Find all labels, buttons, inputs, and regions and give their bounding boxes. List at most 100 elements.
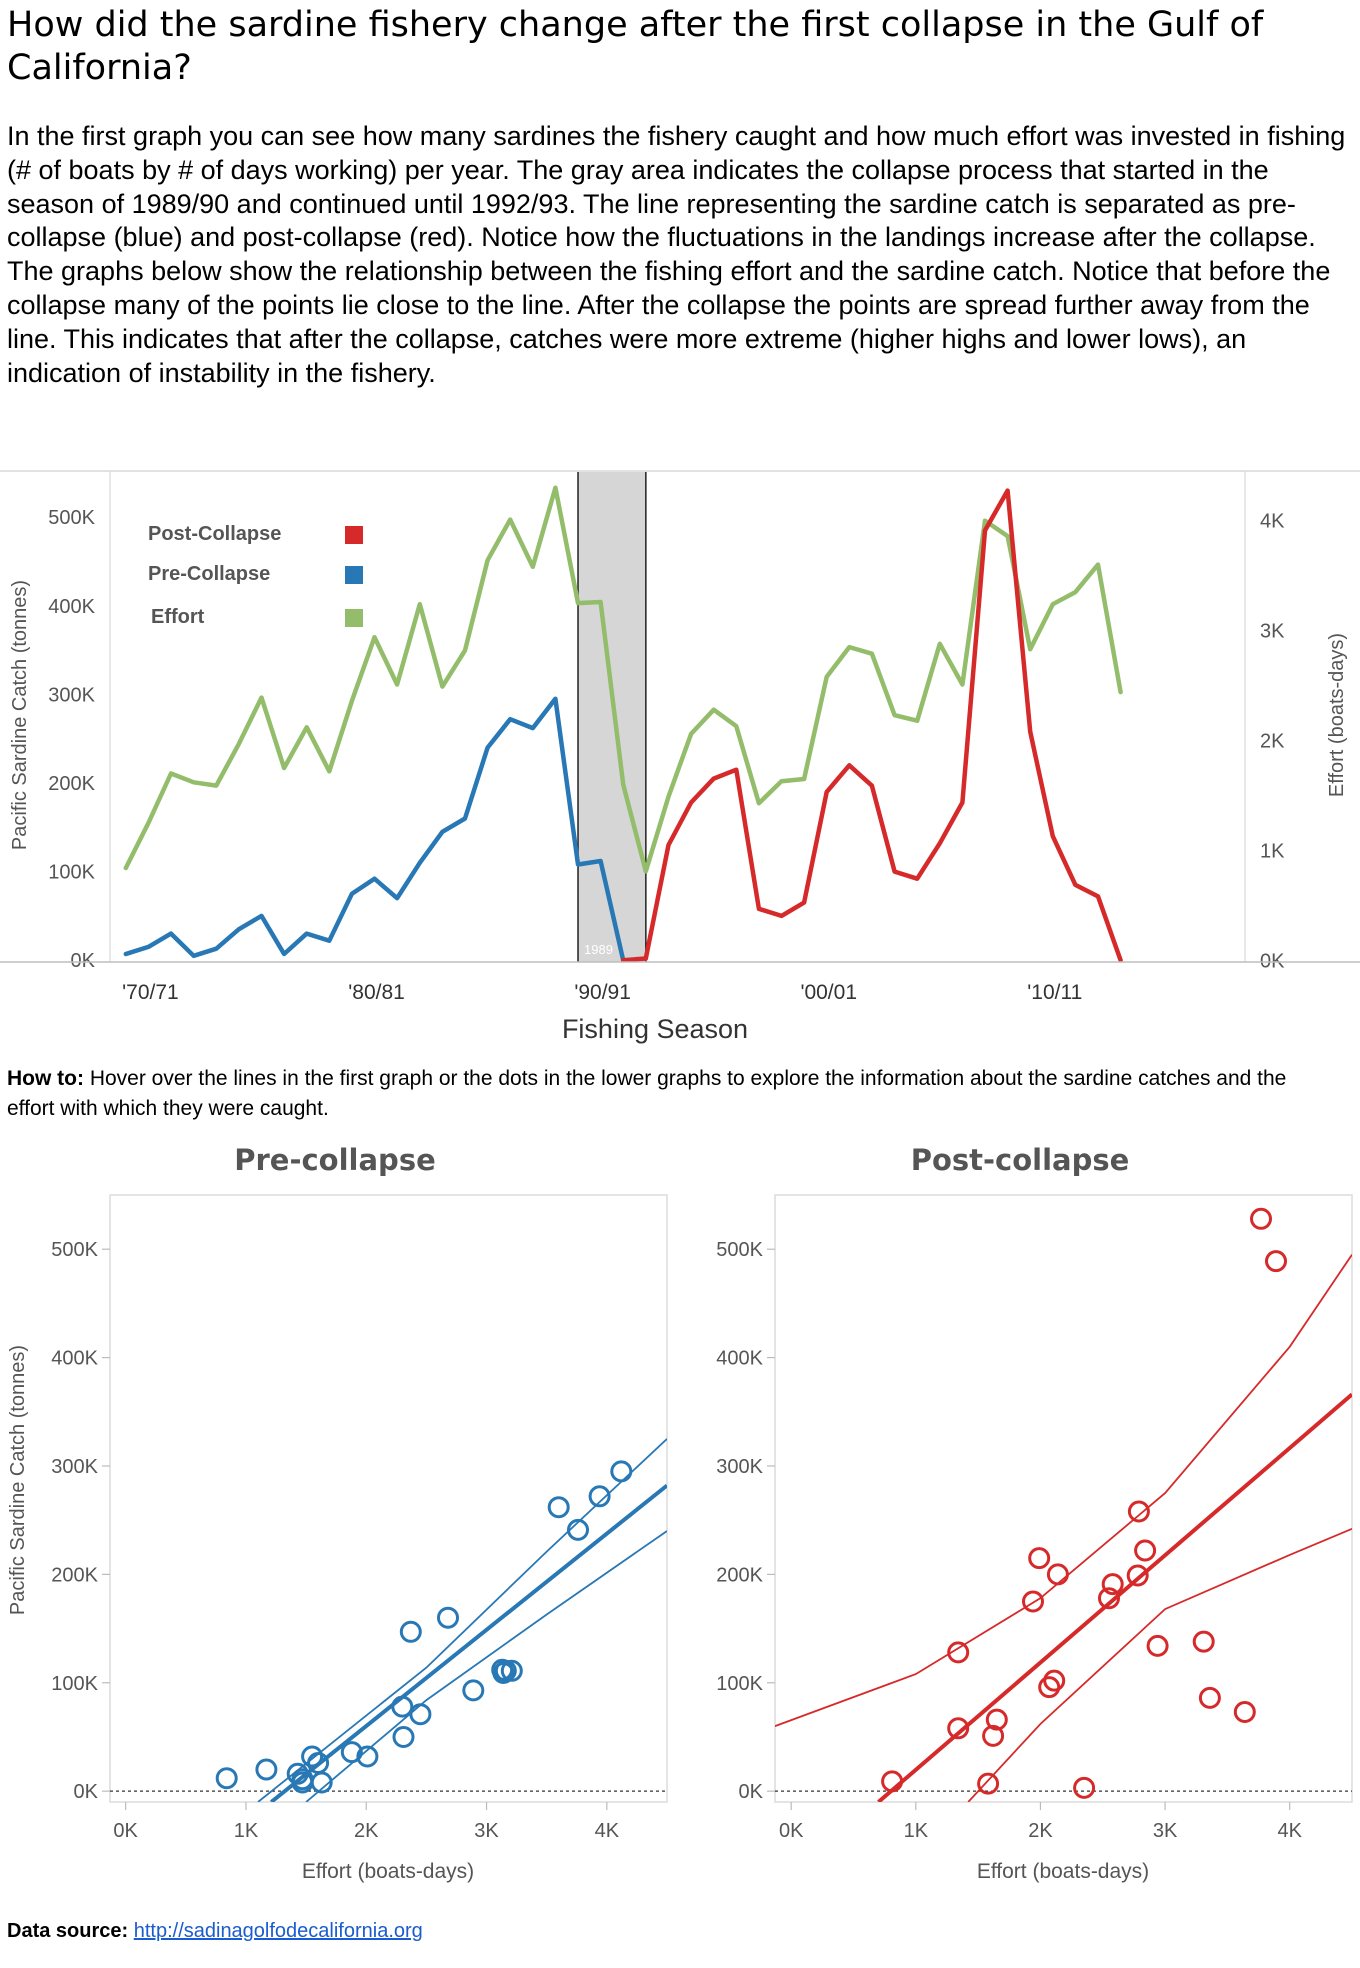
scatter-point [399, 1620, 422, 1643]
catch-axis-ticks: 0K 100K 200K 300K 400K 500K [48, 507, 95, 972]
legend-label-effort: Effort [151, 606, 205, 628]
scatter-point [1127, 1500, 1150, 1523]
post-collapse-catch-line [620, 488, 1123, 963]
scatter-point [437, 1606, 459, 1629]
y-tick-label: 100K [48, 862, 95, 884]
pre-trend-lines [257, 1438, 667, 1802]
scatter-point [391, 1695, 414, 1718]
pre-collapse-scatter[interactable]: Pre-collapse 0K 100K 200K 300K 400K 500K 0K 1K 2… [0, 1140, 680, 1900]
y2-tick-label: 1K [1260, 840, 1285, 862]
scatter-point [310, 1771, 333, 1794]
series-lines [123, 485, 1123, 963]
scatter-point [588, 1485, 611, 1508]
scatter-point [1043, 1669, 1066, 1692]
x-tick-label: '90/91 [574, 981, 631, 1004]
post-axis-ticks: 0K 100K 200K 300K 400K 500K 0K 1K 2K 3K 4K [716, 1239, 1302, 1842]
scatter-point [1233, 1701, 1256, 1723]
legend-swatch-pre-collapse [345, 566, 363, 584]
x-tick-label: 0K [113, 1820, 138, 1842]
post-plot-frame [774, 1194, 1353, 1803]
chart-legend: Post-Collapse Pre-Collapse Effort [148, 523, 363, 628]
x-tick-label: 1K [234, 1820, 259, 1842]
confidence-band-upper [257, 1438, 667, 1802]
how-to-label: How to: [7, 1067, 84, 1090]
x-tick-label: 2K [1028, 1820, 1053, 1842]
x-tick-label: '70/71 [122, 981, 179, 1004]
y-tick-label: 200K [48, 773, 95, 795]
scatter-point [1198, 1686, 1221, 1709]
trend-line [269, 1483, 667, 1802]
scatter-point [409, 1703, 432, 1726]
x-tick-label: 3K [1153, 1820, 1178, 1842]
scatter-point [340, 1741, 363, 1764]
intro-paragraph: In the first graph you can see how many … [7, 121, 1346, 388]
scatter-point [1192, 1630, 1215, 1653]
y2-tick-label: 4K [1260, 511, 1285, 533]
pre-axis-ticks: 0K 100K 200K 300K 400K 500K 0K 1K 2K 3K 4K [51, 1239, 619, 1842]
trend-line-group [257, 1438, 667, 1802]
y-tick-label: 400K [48, 596, 95, 618]
scatter-point [1134, 1539, 1157, 1562]
scatter-point [500, 1659, 523, 1682]
y-tick-label: 500K [716, 1239, 763, 1261]
collapse-period-band: 1989 [577, 472, 647, 962]
how-to-text: Hover over the lines in the first graph … [7, 1067, 1287, 1120]
y-tick-label: 200K [716, 1564, 763, 1586]
confidence-band-lower [305, 1530, 667, 1802]
legend-swatch-post-collapse [345, 526, 363, 544]
x-tick-label: 3K [474, 1820, 499, 1842]
how-to-note: How to: Hover over the lines in the firs… [7, 1064, 1327, 1124]
scatter-point [1126, 1564, 1149, 1587]
x-tick-label: '10/11 [1027, 981, 1082, 1004]
collapse-band-fill [578, 472, 646, 962]
y-tick-label: 400K [716, 1348, 763, 1370]
scatter-point [301, 1745, 324, 1768]
y2-tick-label: 2K [1260, 731, 1285, 753]
y2-tick-label: 3K [1260, 621, 1285, 643]
x-axis-label: Fishing Season [562, 1014, 748, 1044]
scatter-point [1022, 1590, 1044, 1613]
post-trend-lines [775, 1254, 1352, 1802]
y-tick-label: 100K [716, 1673, 763, 1695]
y-tick-label: 300K [716, 1456, 763, 1478]
post-collapse-scatter[interactable]: Post-collapse 0K 100K 200K 300K 400K 500K 0K 1K… [680, 1140, 1360, 1900]
post-collapse-title: Post-collapse [911, 1143, 1130, 1177]
y-axis-label: Pacific Sardine Catch (tonnes) [9, 580, 31, 850]
y-tick-label: 300K [51, 1456, 98, 1478]
x-tick-label: 4K [1277, 1820, 1302, 1842]
y-tick-label: 300K [48, 684, 95, 706]
scatter-point [982, 1724, 1005, 1747]
data-source-label: Data source: [7, 1920, 129, 1942]
y-tick-label: 400K [51, 1348, 98, 1370]
scatter-point [255, 1758, 278, 1781]
x-tick-label: '80/81 [348, 981, 405, 1004]
scatter-point [494, 1659, 517, 1682]
y-tick-label: 200K [51, 1564, 98, 1586]
scatter-point [985, 1708, 1008, 1731]
scatter-point [1098, 1587, 1120, 1610]
scatter-point [610, 1460, 633, 1483]
scatter-point [1146, 1634, 1169, 1657]
pre-y-axis-label: Pacific Sardine Catch (tonnes) [7, 1345, 29, 1615]
legend-label-post-collapse: Post-Collapse [148, 523, 281, 545]
pre-collapse-catch-line [123, 696, 626, 963]
scatter-point [492, 1662, 515, 1684]
scatter-point [1038, 1676, 1061, 1699]
scatter-point [392, 1726, 415, 1748]
effort-line [123, 485, 1123, 874]
x-tick-label: 2K [354, 1820, 379, 1842]
confidence-band-upper [775, 1254, 1352, 1727]
pre-plot-frame [109, 1194, 668, 1803]
data-source-link[interactable]: http://sadinagolfodecalifornia.org [133, 1920, 423, 1942]
scatter-point [881, 1770, 904, 1793]
catch-effort-line-chart[interactable]: 1989 0K 100K 200K 300K 400K 500K 0K 1K 2K 3K 4K '… [0, 470, 1360, 1044]
y-tick-label: 500K [51, 1239, 98, 1261]
y-tick-label: 500K [48, 507, 95, 529]
y2-axis-label: Effort (boats-days) [1326, 633, 1348, 797]
trend-line-group [775, 1254, 1352, 1802]
legend-swatch-effort [345, 609, 363, 627]
data-source: Data source: http://sadinagolfodecalifor… [7, 1920, 423, 1943]
scatter-point [462, 1679, 485, 1702]
scatter-point [547, 1496, 570, 1519]
